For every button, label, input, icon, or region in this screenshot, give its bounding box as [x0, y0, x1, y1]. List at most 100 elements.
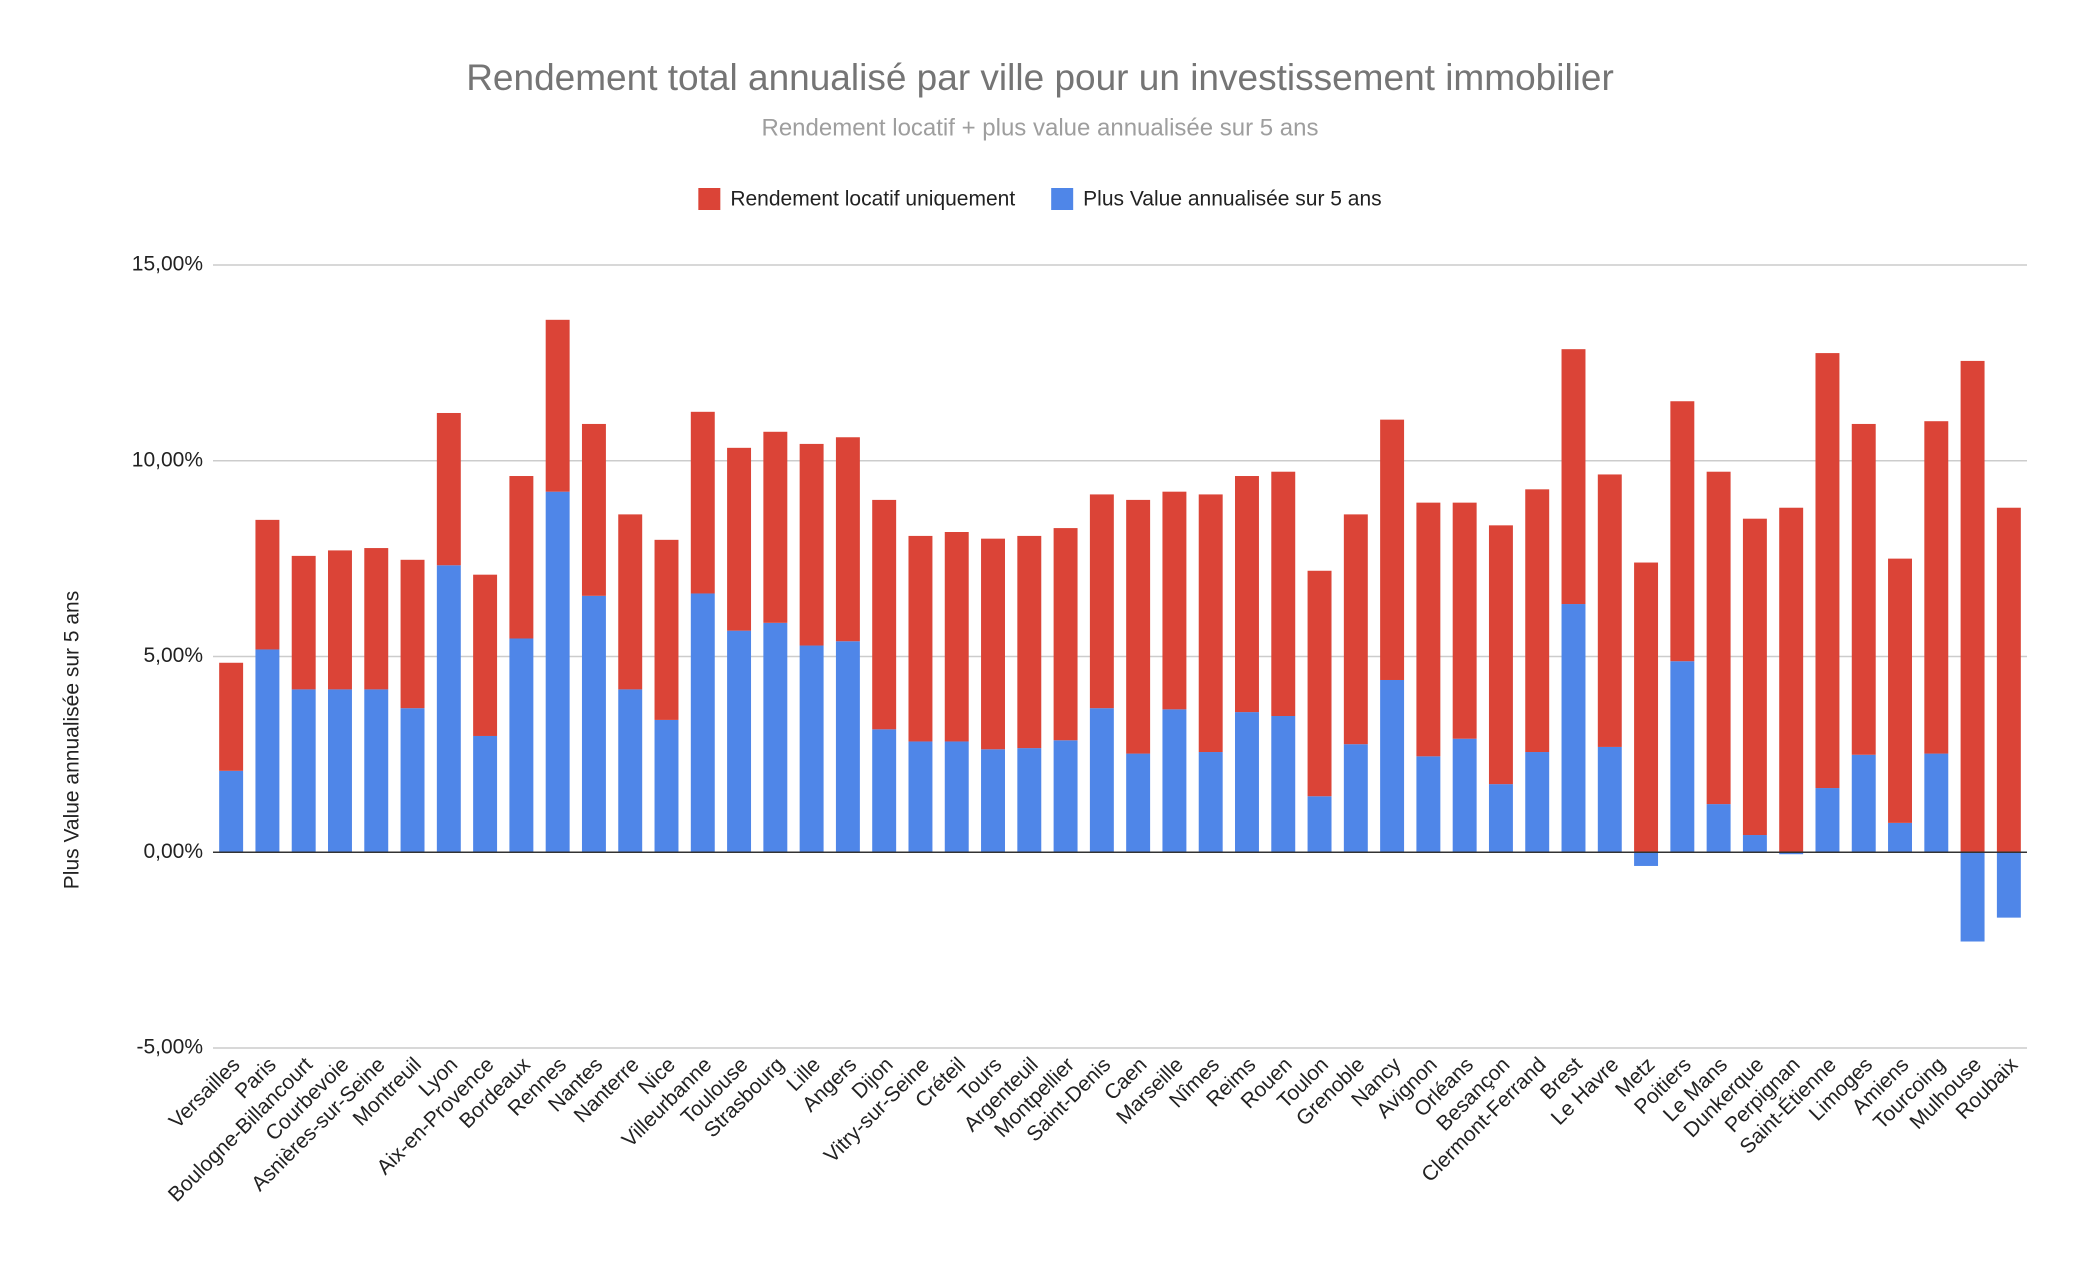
y-tick-label: 10,00% — [132, 448, 203, 471]
bar-segment — [509, 476, 534, 639]
bar-segment — [1089, 494, 1114, 709]
bar-segment — [1307, 570, 1332, 797]
bar-segment — [581, 423, 606, 596]
bar-segment — [1380, 419, 1405, 680]
y-tick-label: 15,00% — [132, 253, 203, 276]
bar-segment — [255, 519, 280, 650]
bar-segment — [1307, 796, 1332, 853]
bar-segment — [835, 641, 860, 853]
bar-segment — [1924, 421, 1949, 754]
bar-segment — [981, 538, 1005, 750]
chart-title: Rendement total annualisé par ville pour… — [466, 57, 1614, 98]
bar-segment — [872, 499, 897, 730]
bar-segment — [1779, 852, 1804, 855]
bar-segment — [328, 550, 352, 690]
bar-segment — [1452, 738, 1477, 853]
bar-segment — [872, 729, 897, 853]
bar-segment — [436, 412, 461, 566]
bar-segment — [1670, 661, 1695, 853]
bar-segment — [763, 431, 788, 623]
bar-segment — [436, 565, 461, 853]
bar-segment — [618, 514, 643, 690]
bar-segment — [1779, 507, 1804, 853]
bar-segment — [1089, 708, 1114, 853]
chart-subtitle: Rendement locatif + plus value annualisé… — [761, 114, 1318, 141]
bar-segment — [1888, 558, 1912, 823]
bar-segment — [835, 437, 860, 642]
bar-segment — [1597, 746, 1622, 853]
bar-segment — [1235, 712, 1259, 853]
bar-segment — [727, 630, 752, 853]
bar-segment — [1162, 709, 1187, 853]
bar-segment — [1017, 748, 1042, 853]
bar-segment — [1561, 604, 1586, 853]
bar-segment — [1235, 476, 1259, 713]
bar-segment — [1452, 502, 1477, 739]
bar-segment — [1017, 535, 1042, 749]
bar-segment — [908, 535, 933, 742]
legend-label: Plus Value annualisée sur 5 ans — [1083, 188, 1381, 211]
bar-segment — [908, 741, 933, 853]
bar-segment — [219, 770, 244, 853]
legend-swatch — [698, 188, 721, 210]
bar-segment — [1561, 349, 1586, 605]
y-tick-label: -5,00% — [136, 1036, 203, 1059]
bar-segment — [1488, 525, 1513, 785]
bar-segment — [291, 689, 316, 853]
bar-segment — [1996, 507, 2021, 853]
bar-segment — [763, 622, 788, 853]
bar-segment — [1380, 679, 1405, 853]
y-tick-label: 0,00% — [143, 840, 203, 863]
y-axis-label: Plus Value annualisée sur 5 ans — [61, 591, 84, 889]
bar-segment — [1343, 744, 1368, 853]
legend-swatch — [1051, 188, 1074, 210]
bar-segment — [1742, 518, 1767, 836]
bar-segment — [545, 491, 570, 853]
bar-segment — [1706, 471, 1731, 805]
bar-segment — [1996, 852, 2021, 918]
bar-segment — [473, 574, 498, 736]
bar-segment — [1053, 740, 1078, 853]
bar-segment — [219, 662, 244, 771]
bar-segment — [618, 689, 643, 853]
bar-segment — [1162, 491, 1187, 710]
bar-segment — [1525, 752, 1550, 853]
bar-segment — [1597, 474, 1622, 747]
bar-segment — [1851, 754, 1876, 853]
bar-segment — [1126, 753, 1151, 853]
bar-segment — [1742, 835, 1767, 853]
bar-segment — [364, 548, 389, 690]
bar-segment — [1815, 788, 1840, 853]
bar-segment — [944, 741, 969, 853]
bar-segment — [545, 319, 570, 492]
bar-segment — [581, 595, 606, 853]
bar-segment — [1924, 753, 1949, 853]
bar-segment — [727, 447, 752, 631]
bar-segment — [1488, 784, 1513, 853]
bar-segment — [255, 649, 280, 853]
bar-segment — [1888, 822, 1912, 853]
bar-segment — [473, 735, 498, 853]
bar-segment — [690, 411, 715, 594]
bar-segment — [1525, 489, 1550, 753]
bar-segment — [1271, 716, 1296, 853]
bar-segment — [1343, 514, 1368, 745]
bar-segment — [690, 593, 715, 853]
bar-segment — [1670, 401, 1695, 662]
bar-segment — [1634, 562, 1659, 853]
legend-label: Rendement locatif uniquement — [730, 188, 1015, 211]
bar-segment — [799, 443, 824, 646]
bar-segment — [1815, 353, 1840, 789]
bar-segment — [328, 689, 352, 853]
bar-segment — [400, 559, 425, 709]
bar-segment — [1960, 852, 1985, 942]
bar-segment — [364, 689, 389, 853]
bar-segment — [1634, 852, 1659, 866]
bar-segment — [1053, 528, 1078, 741]
y-tick-label: 5,00% — [143, 644, 203, 667]
bar-segment — [291, 555, 316, 690]
bar-segment — [400, 708, 425, 853]
bar-segment — [1416, 502, 1441, 757]
bar-segment — [654, 539, 679, 720]
